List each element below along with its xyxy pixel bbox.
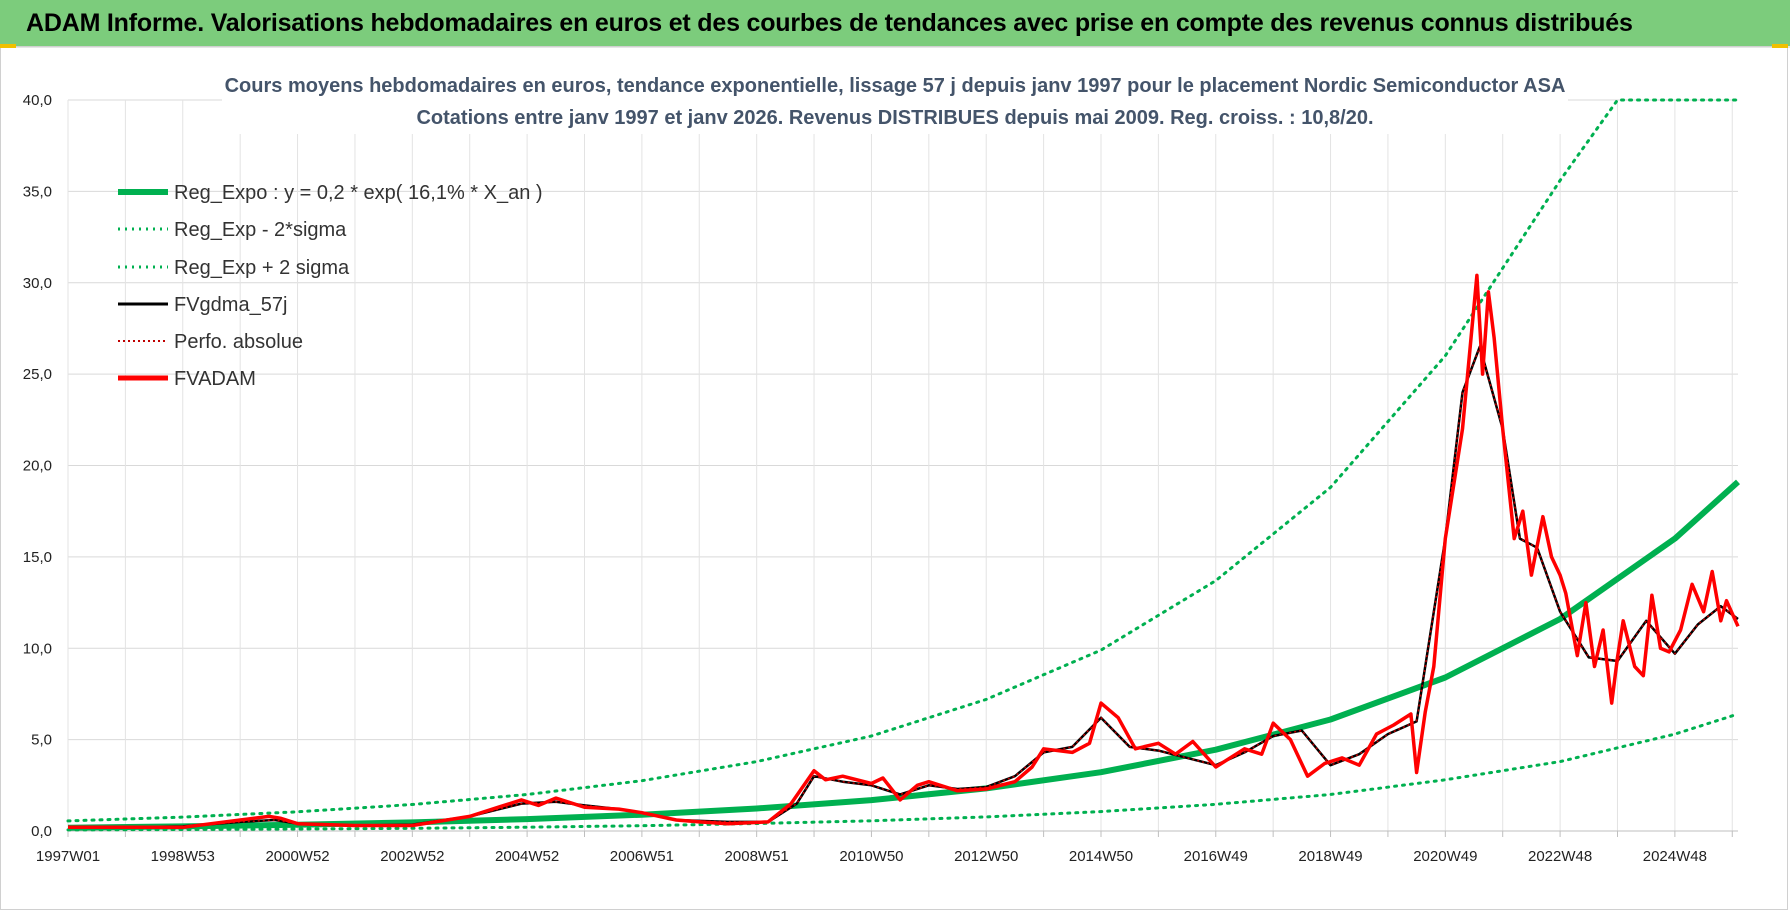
x-tick-label: 2006W51 bbox=[610, 848, 674, 865]
x-tick-label: 2022W48 bbox=[1528, 848, 1592, 865]
series-perfo-absolue bbox=[68, 347, 1738, 828]
y-tick-label: 30,0 bbox=[23, 275, 52, 292]
x-tick-label: 2004W52 bbox=[495, 848, 559, 865]
x-tick-label: 2010W50 bbox=[839, 848, 903, 865]
x-tick-label: 2002W52 bbox=[380, 848, 444, 865]
legend-label-reg-exp-plus: Reg_Exp + 2 sigma bbox=[174, 257, 350, 279]
chart-title-line-2: Cotations entre janv 1997 et janv 2026. … bbox=[416, 107, 1373, 129]
y-tick-label: 20,0 bbox=[23, 458, 52, 475]
legend-label-perfo: Perfo. absolue bbox=[174, 331, 303, 353]
x-tick-label: 1997W01 bbox=[36, 848, 100, 865]
x-axis: 1997W01 1998W53 2000W52 2002W52 2004W52 2006W… bbox=[36, 831, 1738, 865]
y-tick-label: 40,0 bbox=[23, 92, 52, 109]
series-reg-exp-plus-2sigma bbox=[68, 100, 1738, 821]
series-reg-expo bbox=[68, 482, 1738, 828]
chart-legend: Reg_Expo : y = 0,2 * exp( 16,1% * X_an )… bbox=[118, 182, 543, 390]
y-tick-label: 5,0 bbox=[31, 732, 52, 749]
legend-label-reg-exp-minus: Reg_Exp - 2*sigma bbox=[174, 219, 347, 241]
x-tick-label: 2014W50 bbox=[1069, 848, 1133, 865]
chart-gridlines bbox=[68, 100, 1738, 831]
x-tick-label: 2020W49 bbox=[1413, 848, 1477, 865]
x-tick-label: 2024W48 bbox=[1643, 848, 1707, 865]
y-tick-label: 35,0 bbox=[23, 183, 52, 200]
x-tick-label: 2016W49 bbox=[1184, 848, 1248, 865]
y-tick-label: 25,0 bbox=[23, 366, 52, 383]
legend-label-reg-expo: Reg_Expo : y = 0,2 * exp( 16,1% * X_an ) bbox=[174, 182, 543, 204]
chart-title-line-1: Cours moyens hebdomadaires en euros, ten… bbox=[225, 75, 1566, 97]
legend-label-fvgdma: FVgdma_57j bbox=[174, 294, 287, 316]
y-axis: 0,0 5,0 10,0 15,0 20,0 25,0 30,0 35,0 40,0 bbox=[23, 92, 52, 840]
y-tick-label: 15,0 bbox=[23, 549, 52, 566]
series-fvadam bbox=[68, 275, 1738, 827]
legend-label-fvadam: FVADAM bbox=[174, 368, 256, 390]
chart-series bbox=[68, 100, 1738, 830]
y-tick-label: 10,0 bbox=[23, 640, 52, 657]
x-tick-label: 2012W50 bbox=[954, 848, 1018, 865]
x-tick-label: 2018W49 bbox=[1298, 848, 1362, 865]
y-tick-label: 0,0 bbox=[31, 823, 52, 840]
x-tick-label: 1998W53 bbox=[151, 848, 215, 865]
trend-chart: 0,0 5,0 10,0 15,0 20,0 25,0 30,0 35,0 40,0 1997W… bbox=[0, 0, 1790, 912]
series-reg-exp-minus-2sigma bbox=[68, 714, 1738, 830]
x-tick-label: 2008W51 bbox=[725, 848, 789, 865]
x-tick-label: 2000W52 bbox=[265, 848, 329, 865]
series-fvgdma-57j bbox=[68, 347, 1738, 828]
